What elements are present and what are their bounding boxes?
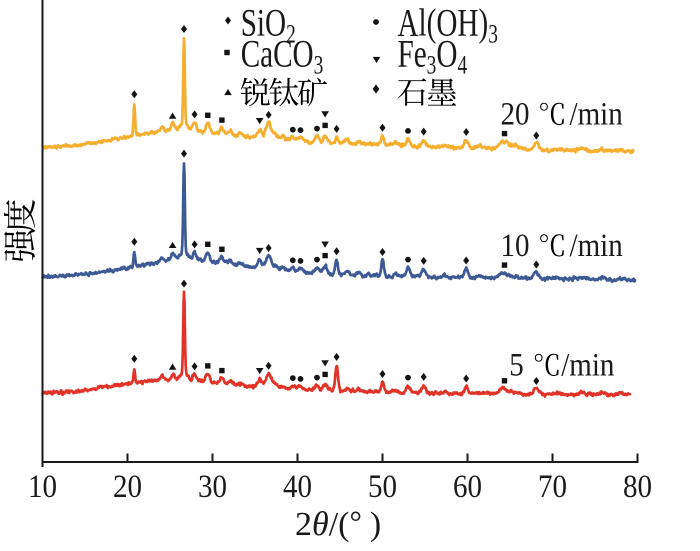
svg-text:10: 10 [28, 467, 57, 504]
svg-text:20: 20 [113, 467, 142, 504]
svg-text:Al(OH)3: Al(OH)3 [398, 2, 498, 49]
svg-text:/min: /min [561, 346, 615, 383]
svg-text:10: 10 [501, 226, 530, 263]
svg-text:30: 30 [198, 467, 227, 504]
svg-text:60: 60 [453, 467, 482, 504]
svg-text:40: 40 [283, 467, 312, 504]
svg-text:20: 20 [501, 95, 530, 132]
svg-text:CaCO3: CaCO3 [241, 32, 324, 79]
svg-text:50: 50 [368, 467, 397, 504]
svg-text:/min: /min [570, 95, 624, 132]
svg-text:70: 70 [538, 467, 567, 504]
svg-text:5: 5 [509, 346, 524, 383]
svg-text:80: 80 [623, 467, 652, 504]
svg-text:/min: /min [570, 226, 624, 263]
